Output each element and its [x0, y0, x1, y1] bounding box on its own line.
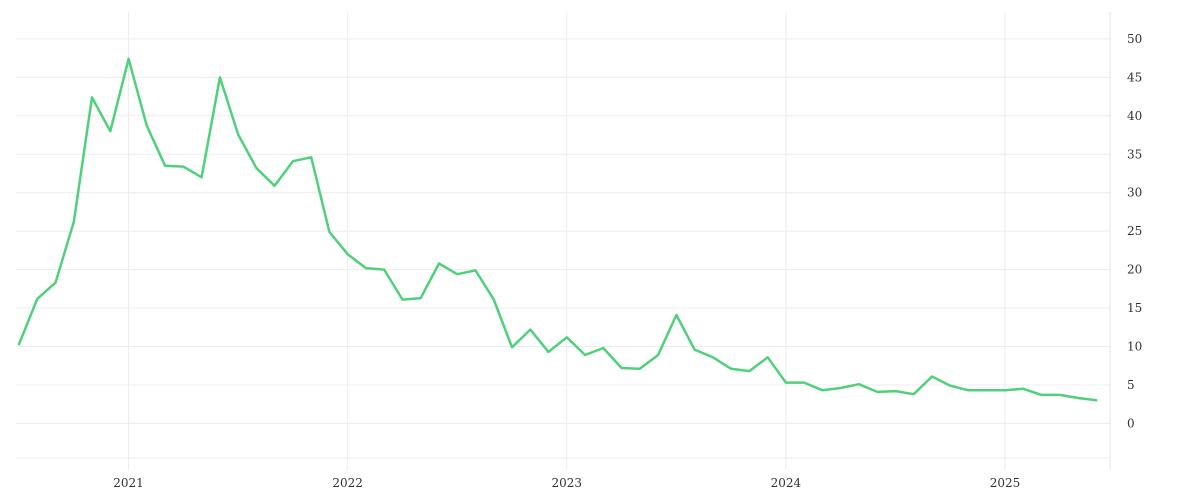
- series-group: [17, 57, 1098, 402]
- y-tick-label: 35: [1127, 147, 1142, 161]
- y-axis: 0 5 10 15 20 25 30 35 40 45 50: [1127, 32, 1142, 430]
- y-tick-label: 15: [1127, 301, 1142, 315]
- y-tick-label: 20: [1127, 263, 1142, 277]
- y-tick-label: 45: [1127, 70, 1142, 84]
- y-tick-label: 10: [1127, 340, 1142, 354]
- y-tick-label: 40: [1127, 109, 1142, 123]
- y-tick-label: 5: [1127, 378, 1135, 392]
- x-tick-label: 2024: [771, 476, 802, 490]
- x-tick-label: 2022: [332, 476, 363, 490]
- x-axis: 2021 2022 2023 2024 2025: [113, 476, 1020, 490]
- y-tick-label: 25: [1127, 224, 1142, 238]
- x-tick-label: 2023: [552, 476, 583, 490]
- x-tick-label: 2021: [113, 476, 144, 490]
- y-tick-label: 0: [1127, 416, 1135, 430]
- y-tick-label: 50: [1127, 32, 1142, 46]
- y-tick-label: 30: [1127, 186, 1142, 200]
- x-tick-label: 2025: [990, 476, 1021, 490]
- grid: [16, 12, 1111, 470]
- series-line: [17, 57, 1098, 402]
